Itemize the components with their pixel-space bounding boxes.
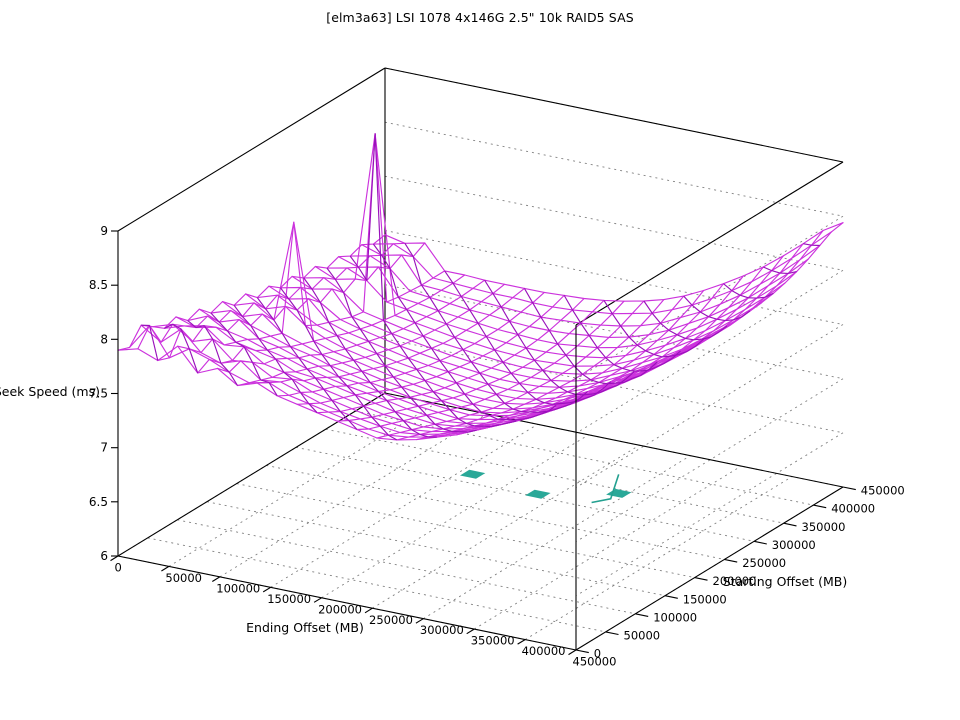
x-tick-label: 450000 xyxy=(573,655,617,669)
y-tick-label: 450000 xyxy=(861,484,905,498)
contour-overlay xyxy=(460,469,632,504)
y-tick-label: 300000 xyxy=(772,538,816,552)
z-tick-label: 7.5 xyxy=(89,387,108,401)
x-tick-label: 200000 xyxy=(318,602,362,616)
x-axis-ticks: 0 50000 100000 150000 200000 250000 300000 3500… xyxy=(110,555,617,669)
z-axis-ticks: 6 6.5 7 7.5 8 8.5 9 xyxy=(89,224,118,563)
floor-grid xyxy=(117,392,844,651)
y-tick-label: 0 xyxy=(594,647,601,661)
x-tick-label: 100000 xyxy=(216,582,260,596)
x-axis-title: Ending Offset (MB) xyxy=(246,620,364,635)
y-axis-ticks: 0 50000 100000 150000 200000 250000 300000 3500… xyxy=(575,484,905,661)
z-tick-label: 7 xyxy=(100,441,108,455)
x-tick-label: 0 xyxy=(115,561,122,575)
surface-mesh xyxy=(117,133,844,441)
y-tick-label: 50000 xyxy=(624,629,661,643)
axes-frame-back xyxy=(117,67,844,557)
y-axis-title: Starting Offset (MB) xyxy=(723,574,847,589)
y-tick-label: 250000 xyxy=(742,556,786,570)
z-tick-label: 8.5 xyxy=(89,278,108,292)
z-tick-label: 9 xyxy=(100,224,108,238)
x-tick-label: 150000 xyxy=(267,592,311,606)
z-tick-label: 6 xyxy=(100,549,108,563)
y-tick-label: 100000 xyxy=(653,610,697,624)
y-tick-label: 200000 xyxy=(713,574,757,588)
plot-title: [elm3a63] LSI 1078 4x146G 2.5" 10k RAID5… xyxy=(326,10,634,25)
x-tick-label: 350000 xyxy=(471,634,515,648)
y-tick-label: 150000 xyxy=(683,592,727,606)
y-tick-label: 350000 xyxy=(802,520,846,534)
y-tick-label: 400000 xyxy=(831,502,875,516)
z-axis-title: Seek Speed (ms) xyxy=(0,384,100,399)
x-tick-label: 50000 xyxy=(165,571,202,585)
z-tick-label: 6.5 xyxy=(89,495,108,509)
z-tick-label: 8 xyxy=(100,332,108,346)
x-tick-label: 400000 xyxy=(522,644,566,658)
x-tick-label: 300000 xyxy=(420,623,464,637)
x-tick-label: 250000 xyxy=(369,613,413,627)
axis-titles: Ending Offset (MB) Starting Offset (MB) Se… xyxy=(0,384,847,635)
